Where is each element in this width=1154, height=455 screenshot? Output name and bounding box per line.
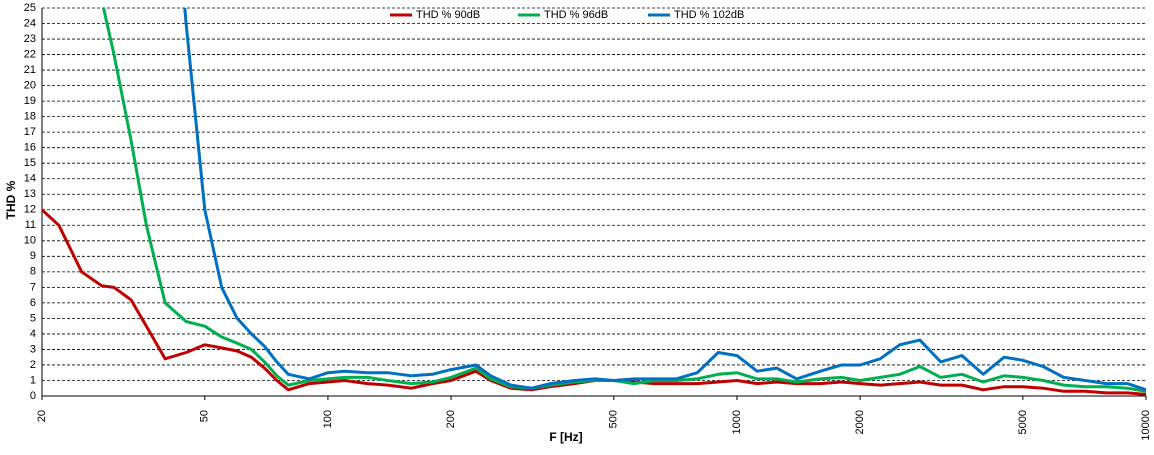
legend-label: THD % 96dB: [544, 9, 608, 21]
y-tick-label: 18: [24, 111, 36, 123]
x-axis-label: F [Hz]: [549, 430, 582, 444]
y-axis-label: THD %: [4, 180, 18, 219]
x-tick-label: 1000: [731, 410, 743, 434]
series-line: [183, 8, 1146, 392]
legend-label: THD % 90dB: [416, 9, 480, 21]
x-tick-label: 20: [36, 410, 48, 422]
legend-label: THD % 102dB: [674, 9, 744, 21]
y-tick-label: 8: [30, 266, 36, 278]
y-tick-label: 10: [24, 235, 36, 247]
y-tick-label: 15: [24, 157, 36, 169]
x-tick-label: 200: [445, 410, 457, 428]
x-tick-label: 100: [322, 410, 334, 428]
x-tick-label: 5000: [1017, 410, 1029, 434]
y-tick-label: 3: [30, 343, 36, 355]
y-tick-label: 22: [24, 48, 36, 60]
y-tick-label: 14: [24, 173, 36, 185]
y-tick-label: 12: [24, 204, 36, 216]
y-tick-label: 7: [30, 281, 36, 293]
y-tick-label: 4: [30, 328, 36, 340]
series-line: [102, 8, 1146, 393]
y-tick-label: 1: [30, 374, 36, 386]
y-tick-label: 19: [24, 95, 36, 107]
y-tick-label: 0: [30, 390, 36, 402]
x-tick-label: 10000: [1140, 410, 1152, 441]
y-tick-label: 6: [30, 297, 36, 309]
y-tick-label: 9: [30, 250, 36, 262]
x-tick-label: 2000: [854, 410, 866, 434]
x-tick-label: 50: [199, 410, 211, 422]
y-tick-label: 11: [25, 219, 36, 231]
x-tick-label: 500: [608, 410, 620, 428]
y-tick-label: 17: [24, 126, 36, 138]
plot-area: [42, 8, 1146, 396]
y-tick-label: 23: [24, 33, 36, 45]
y-tick-label: 2: [30, 359, 36, 371]
y-tick-label: 5: [30, 312, 36, 324]
y-tick-label: 16: [24, 142, 36, 154]
series-line: [42, 208, 1146, 396]
y-tick-label: 13: [24, 188, 36, 200]
y-tick-label: 24: [24, 17, 36, 29]
y-tick-label: 25: [24, 2, 36, 14]
y-tick-label: 20: [24, 80, 36, 92]
y-tick-label: 21: [24, 64, 36, 76]
